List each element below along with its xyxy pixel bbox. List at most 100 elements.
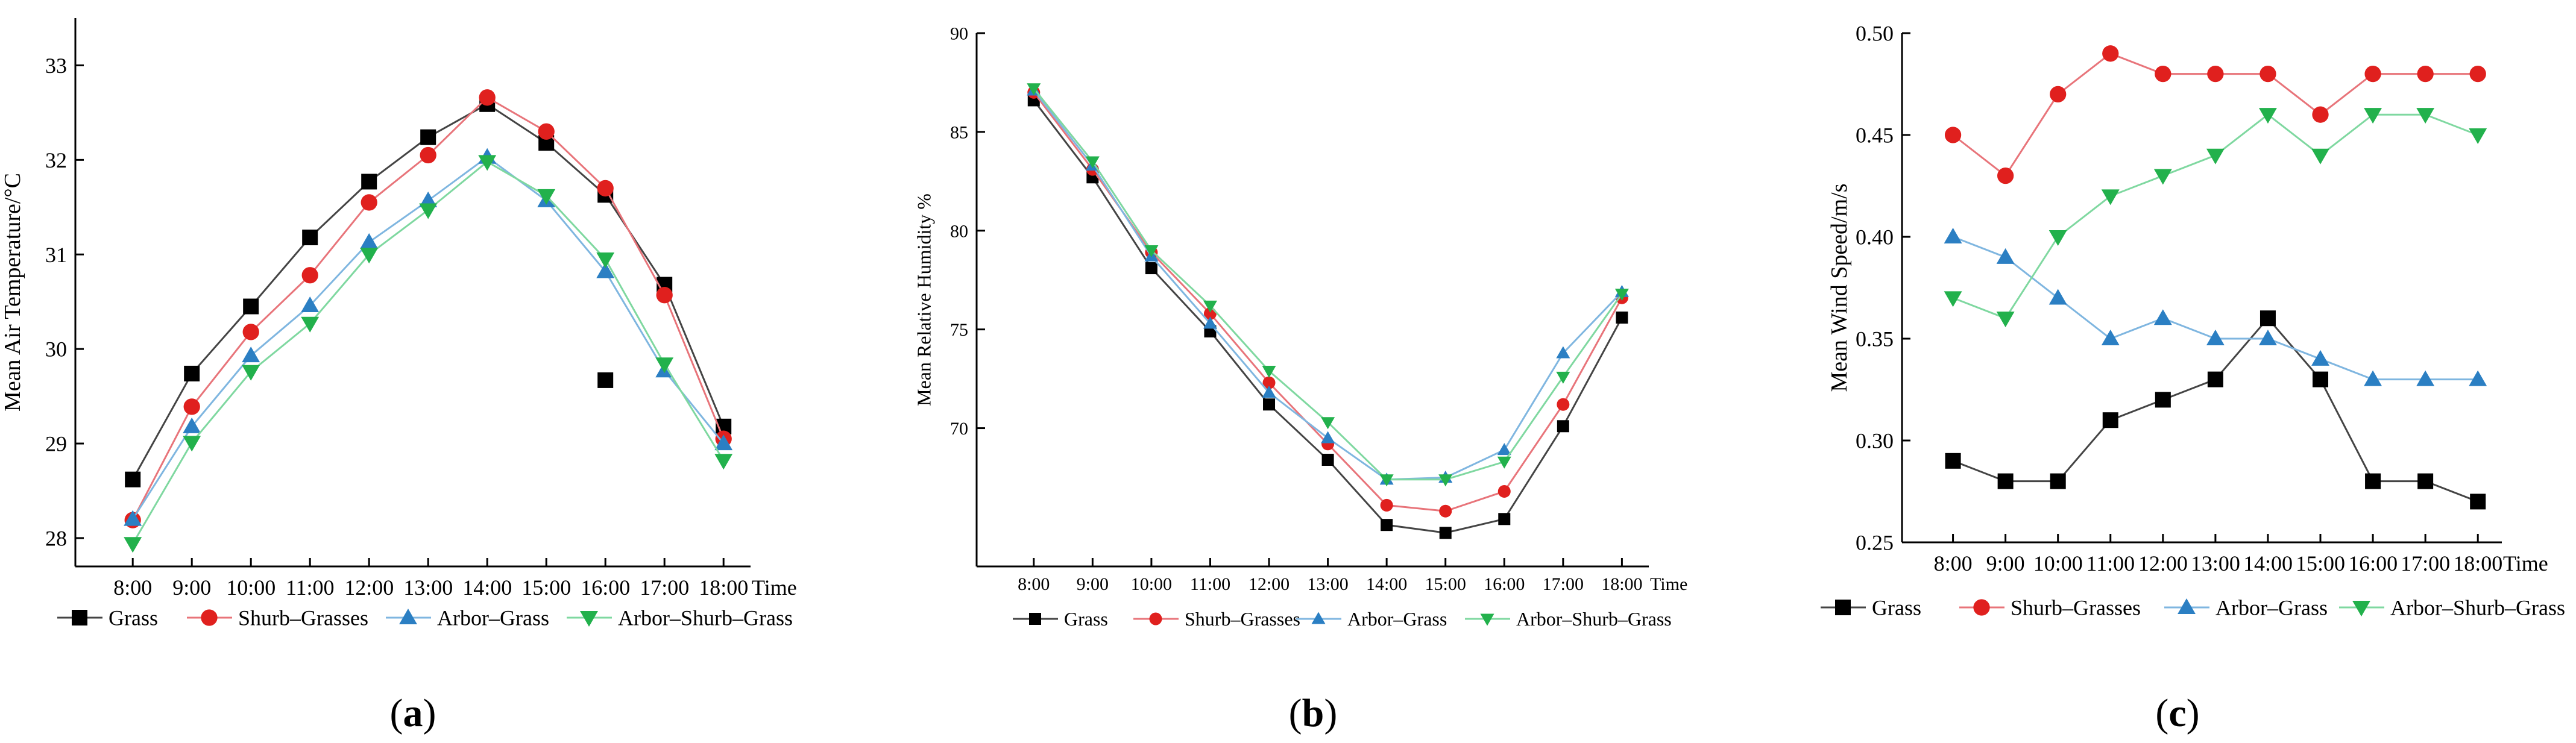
legend-label: Grass (1872, 596, 1921, 620)
y-tick-label: 0.50 (1856, 22, 1894, 46)
legend-marker (2352, 600, 2370, 616)
x-tick-label: 11:00 (286, 575, 335, 600)
data-point-grass (2365, 473, 2381, 489)
data-point-arbor-shurb-grass (301, 316, 320, 333)
legend-label: Grass (1064, 608, 1108, 630)
data-point-arbor-shurb-grass (1438, 474, 1453, 487)
legend-label: Arbor–Grass (437, 606, 549, 630)
data-point-arbor-shurb-grass (537, 189, 556, 205)
x-tick-label: 11:00 (1190, 574, 1230, 594)
legend-marker (72, 610, 87, 625)
data-point-arbor-shurb-grass (1027, 83, 1041, 96)
x-tick-label: 10:00 (1131, 574, 1172, 594)
data-point-shurb-grasses (1497, 484, 1511, 498)
x-tick-label: 14:00 (462, 575, 512, 600)
data-point-grass (125, 471, 141, 487)
data-point-arbor-grass (2153, 309, 2172, 325)
legend-entry-grass: Grass (1013, 608, 1108, 630)
data-point-grass (1381, 519, 1393, 531)
y-axis-title: Mean Wind Speed/m/s (1827, 183, 1852, 392)
y-tick-label: 0.30 (1856, 429, 1894, 453)
data-point-shurb-grasses (2312, 106, 2329, 123)
legend-entry-shurb-grasses: Shurb–Grasses (1959, 596, 2141, 620)
legend-label: Arbor–Shurb–Grass (2390, 596, 2565, 620)
y-tick-label: 75 (950, 320, 968, 340)
data-point-grass (2417, 473, 2434, 489)
data-point-arbor-grass (2469, 370, 2487, 386)
legend-marker (1973, 599, 1990, 616)
data-point-arbor-grass (1203, 316, 1217, 329)
data-point-arbor-grass (1321, 431, 1335, 444)
x-tick-label: 10:00 (2033, 551, 2083, 575)
x-tick-label: 9:00 (1077, 574, 1109, 594)
x-tick-label: 15:00 (521, 575, 571, 600)
data-point-arbor-shurb-grass (2364, 108, 2382, 124)
data-point-shurb-grasses (2207, 65, 2224, 83)
x-tick-label: 15:00 (1425, 574, 1466, 594)
legend-marker (399, 609, 417, 625)
x-tick-label: 18:00 (2453, 551, 2502, 575)
data-point-shurb-grasses (656, 287, 673, 304)
data-point-arbor-shurb-grass (2101, 189, 2120, 205)
data-point-grass (1145, 262, 1157, 275)
data-point-arbor-shurb-grass (183, 436, 201, 452)
x-tick-label: 8:00 (113, 575, 152, 600)
data-point-shurb-grasses (420, 146, 436, 164)
data-point-grass (2313, 371, 2329, 387)
data-point-arbor-grass (301, 296, 320, 313)
x-tick-label: 8:00 (1018, 574, 1050, 594)
series-line-arbor-shurb-grass (131, 160, 725, 545)
legend-entry-arbor-grass: Arbor–Grass (2164, 596, 2328, 620)
legend-entry-arbor-shurb-grass: Arbor–Shurb–Grass (2339, 596, 2565, 620)
y-tick-label: 32 (45, 148, 67, 172)
data-point-arbor-grass (1497, 443, 1511, 456)
data-point-arbor-shurb-grass (2153, 169, 2172, 185)
data-point-grass (361, 174, 377, 190)
legend-entry-arbor-shurb-grass: Arbor–Shurb–Grass (567, 606, 793, 630)
x-axis-title: Time (752, 575, 797, 600)
x-tick-label: 12:00 (1249, 574, 1290, 594)
data-point-shurb-grasses (597, 180, 614, 197)
data-point-arbor-grass (714, 434, 733, 451)
legend-label: Grass (109, 606, 158, 630)
legend-label: Arbor–Grass (1347, 608, 1447, 630)
legend-entry-shurb-grasses: Shurb–Grasses (1133, 608, 1300, 630)
chart-a: 28 29 30 31 32 33 8:00 9:00 10:00 11:00 12:00 13:00… (0, 18, 797, 735)
data-point-arbor-shurb-grass (1497, 456, 1511, 469)
legend-entry-arbor-shurb-grass: Arbor–Shurb–Grass (1465, 608, 1672, 630)
data-point-arbor-shurb-grass (478, 155, 497, 171)
data-point-grass (1557, 420, 1569, 433)
y-tick-label: 70 (950, 419, 968, 439)
legend-marker (1311, 612, 1326, 624)
data-point-grass (302, 230, 318, 245)
x-tick-label: 12:00 (344, 575, 394, 600)
data-point-arbor-shurb-grass (1379, 474, 1394, 487)
legend-marker (580, 610, 598, 627)
data-point-shurb-grasses (242, 324, 259, 340)
x-tick-label: 12:00 (2138, 551, 2188, 575)
chart-c: 0.25 0.30 0.35 0.40 0.45 0.50 8:00 9:00 10:00 11:… (1821, 22, 2565, 735)
data-point-grass (2260, 310, 2276, 327)
data-point-arbor-grass (1262, 386, 1276, 398)
series-line-arbor-grass (1953, 236, 2478, 381)
data-point-grass-extra (597, 372, 614, 388)
legend-label: Arbor–Shurb–Grass (1516, 608, 1672, 630)
data-point-shurb-grasses (1439, 504, 1452, 518)
x-tick-label: 9:00 (172, 575, 211, 600)
x-tick-label: 17:00 (2401, 551, 2450, 575)
y-tick-label: 28 (45, 527, 67, 551)
data-point-arbor-shurb-grass (2206, 148, 2225, 165)
x-tick-label: 16:00 (581, 575, 630, 600)
panel-label: (a) (390, 691, 436, 735)
data-point-grass (420, 129, 436, 145)
data-point-shurb-grasses (479, 89, 496, 106)
data-point-arbor-shurb-grass (655, 357, 674, 374)
legend-entry-arbor-grass: Arbor–Grass (386, 606, 549, 630)
data-point-arbor-shurb-grass (2259, 108, 2277, 124)
legend-marker (1029, 613, 1041, 625)
x-tick-label: 15:00 (2296, 551, 2345, 575)
data-point-arbor-grass (1944, 228, 1962, 244)
legend-label: Arbor–Grass (2215, 596, 2328, 620)
data-point-shurb-grasses (2469, 65, 2486, 83)
